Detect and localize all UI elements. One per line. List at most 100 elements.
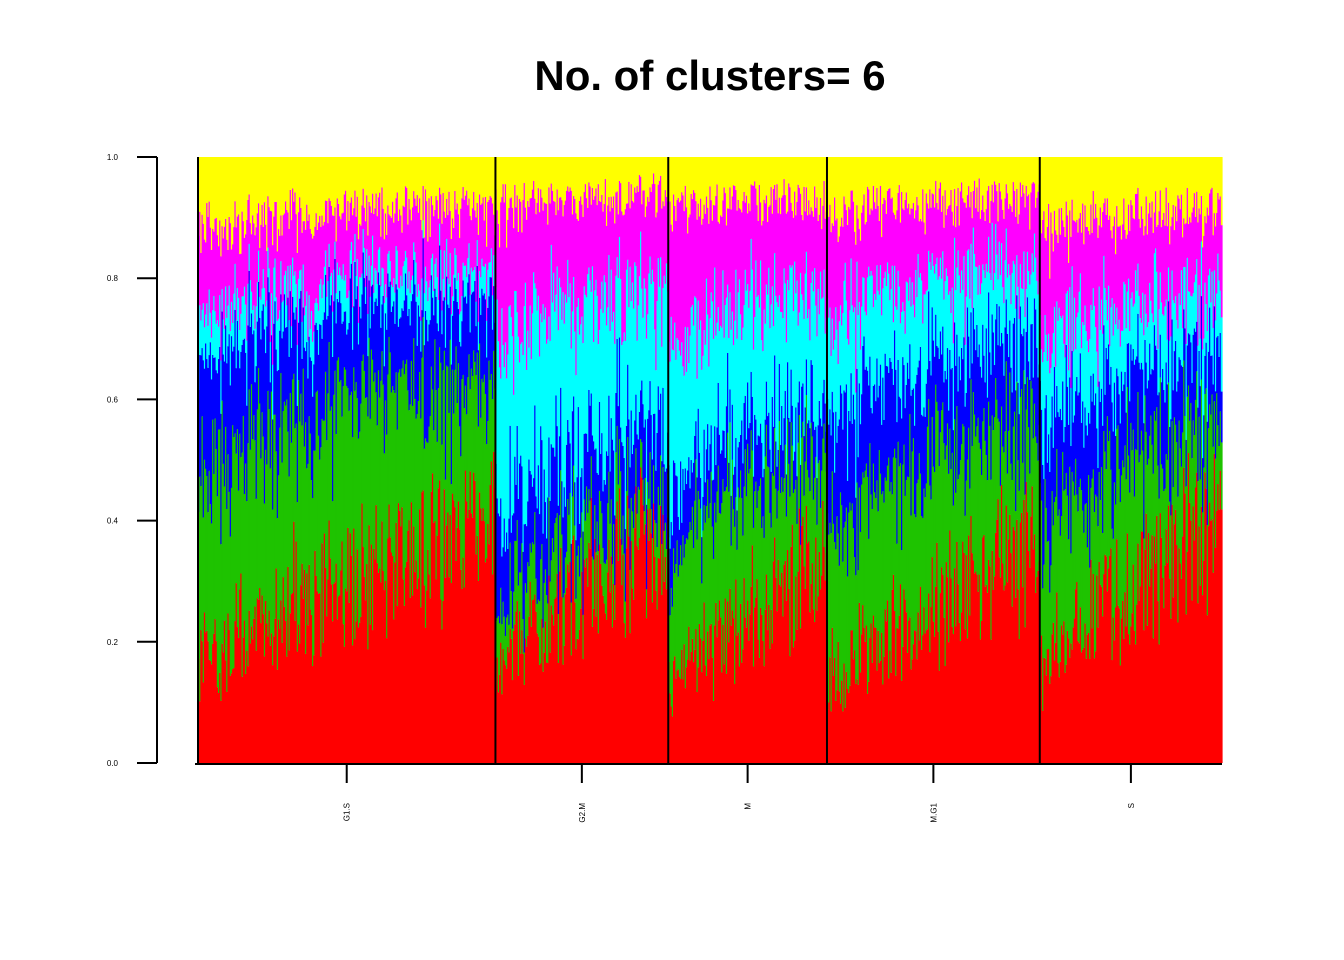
bar-segment-2 bbox=[497, 616, 500, 693]
bar-segment-2 bbox=[443, 350, 446, 490]
bar-segment-5 bbox=[898, 185, 901, 287]
bar-segment-1 bbox=[1163, 608, 1165, 763]
bar-segment-4 bbox=[1078, 291, 1081, 393]
bar-segment-6 bbox=[1019, 157, 1022, 183]
bar-segment-3 bbox=[734, 466, 736, 527]
bar-segment-1 bbox=[983, 535, 986, 763]
bar-segment-2 bbox=[417, 400, 420, 579]
bar-segment-4 bbox=[702, 355, 705, 497]
bar-segment-1 bbox=[1008, 539, 1010, 763]
bar-segment-1 bbox=[456, 527, 459, 763]
bar-segment-2 bbox=[337, 357, 340, 597]
bar-segment-5 bbox=[959, 191, 962, 294]
bar-segment-4 bbox=[688, 363, 691, 458]
bar-segment-6 bbox=[858, 157, 861, 230]
bar-segment-1 bbox=[261, 595, 264, 763]
bar-segment-4 bbox=[253, 305, 256, 331]
bar-segment-1 bbox=[933, 636, 936, 763]
bar-segment-1 bbox=[1106, 591, 1109, 763]
bar-segment-1 bbox=[904, 599, 907, 763]
bar-segment-5 bbox=[306, 204, 308, 292]
bar-segment-1 bbox=[819, 589, 822, 763]
bar-segment-2 bbox=[384, 400, 387, 581]
bar-segment-2 bbox=[261, 412, 264, 596]
bar-segment-6 bbox=[1076, 157, 1078, 220]
bar-segment-5 bbox=[1023, 193, 1026, 252]
bar-segment-1 bbox=[248, 610, 251, 763]
bar-segment-5 bbox=[1086, 227, 1089, 341]
bar-segment-2 bbox=[614, 585, 616, 620]
bar-segment-5 bbox=[1025, 185, 1028, 290]
bar-segment-1 bbox=[289, 613, 292, 763]
bar-segment-3 bbox=[257, 281, 260, 368]
bar-segment-5 bbox=[844, 204, 847, 263]
bar-segment-1 bbox=[881, 632, 883, 763]
bar-segment-4 bbox=[638, 276, 641, 412]
bar-segment-1 bbox=[381, 521, 384, 763]
bar-segment-2 bbox=[991, 415, 994, 551]
bar-segment-5 bbox=[1028, 194, 1030, 271]
bar-segment-1 bbox=[407, 530, 410, 763]
bar-segment-1 bbox=[684, 688, 687, 763]
bar-segment-5 bbox=[931, 193, 934, 254]
bar-segment-2 bbox=[865, 463, 868, 626]
bar-segment-6 bbox=[267, 157, 270, 197]
bar-segment-6 bbox=[815, 157, 817, 208]
bar-segment-2 bbox=[956, 406, 959, 542]
bar-segment-3 bbox=[364, 303, 367, 399]
bar-segment-6 bbox=[968, 157, 970, 187]
bar-segment-2 bbox=[817, 463, 820, 597]
bar-segment-5 bbox=[936, 202, 939, 258]
bar-segment-6 bbox=[281, 157, 284, 236]
bar-segment-5 bbox=[1075, 222, 1077, 350]
bar-segment-5 bbox=[676, 200, 679, 339]
bar-segment-2 bbox=[375, 392, 378, 506]
bar-segment-4 bbox=[663, 275, 666, 465]
bar-segment-5 bbox=[428, 198, 431, 288]
bar-segment-6 bbox=[1018, 157, 1021, 215]
bar-segment-4 bbox=[788, 290, 790, 418]
bar-segment-5 bbox=[744, 202, 747, 270]
bar-segment-4 bbox=[715, 335, 718, 466]
bar-segment-3 bbox=[902, 357, 904, 465]
bar-segment-2 bbox=[1162, 468, 1164, 579]
bar-segment-6 bbox=[359, 157, 361, 224]
bar-segment-6 bbox=[722, 157, 725, 201]
bar-segment-5 bbox=[754, 181, 756, 318]
bar-segment-3 bbox=[1065, 344, 1068, 473]
bar-segment-2 bbox=[493, 350, 495, 452]
bar-segment-1 bbox=[1052, 622, 1055, 763]
bar-segment-1 bbox=[851, 630, 854, 763]
bar-segment-2 bbox=[299, 421, 301, 644]
bar-segment-2 bbox=[209, 504, 212, 661]
bar-segment-6 bbox=[783, 157, 786, 180]
bar-segment-4 bbox=[1067, 370, 1070, 425]
bar-segment-6 bbox=[1140, 157, 1143, 207]
bar-segment-2 bbox=[1151, 444, 1154, 536]
bar-segment-6 bbox=[1024, 157, 1027, 208]
bar-segment-2 bbox=[782, 491, 785, 617]
bar-segment-3 bbox=[556, 426, 559, 514]
bar-segment-4 bbox=[913, 317, 916, 426]
bar-segment-6 bbox=[352, 157, 354, 216]
bar-segment-4 bbox=[537, 295, 540, 466]
bar-segment-5 bbox=[255, 227, 258, 307]
bar-segment-5 bbox=[1049, 278, 1051, 374]
bar-segment-1 bbox=[340, 570, 343, 763]
bar-segment-1 bbox=[656, 609, 659, 763]
bar-segment-6 bbox=[468, 157, 471, 199]
bar-segment-4 bbox=[1136, 290, 1138, 357]
bar-segment-5 bbox=[243, 237, 246, 287]
bar-segment-4 bbox=[1124, 284, 1127, 372]
bar-segment-3 bbox=[1055, 417, 1057, 497]
bar-segment-3 bbox=[862, 345, 865, 473]
bar-segment-6 bbox=[1067, 157, 1070, 263]
bar-segment-4 bbox=[732, 345, 735, 475]
bar-segment-4 bbox=[344, 274, 347, 312]
bar-segment-4 bbox=[564, 294, 567, 507]
bar-segment-5 bbox=[376, 216, 379, 285]
bar-segment-2 bbox=[1170, 515, 1173, 619]
bar-segment-2 bbox=[314, 450, 317, 551]
bar-segment-1 bbox=[496, 657, 499, 763]
bar-segment-2 bbox=[848, 512, 850, 693]
